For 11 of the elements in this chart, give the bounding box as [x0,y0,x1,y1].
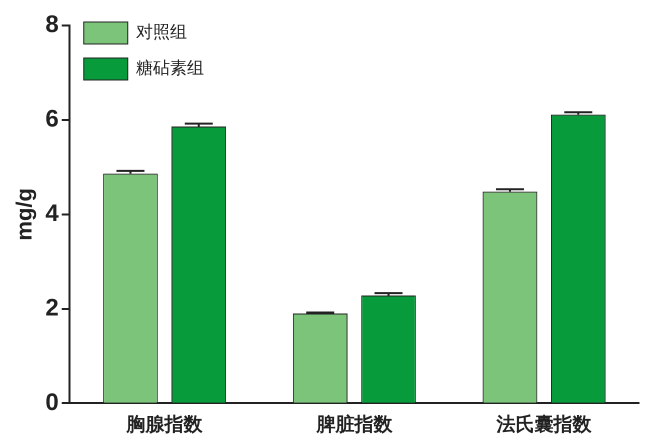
legend-label: 对照组 [136,22,188,42]
x-tick-label: 法氏囊指数 [496,414,593,436]
y-tick-label: 6 [45,105,59,132]
x-tick-label: 脾脏指数 [315,414,394,436]
y-tick-label: 0 [45,388,59,416]
legend-label: 糖砧素组 [136,58,204,78]
x-tick-label: 胸腺指数 [126,414,204,436]
y-axis-title: mg/g [11,188,36,241]
y-tick-label: 8 [45,11,59,38]
y-tick-label: 4 [45,200,60,227]
y-tick-label: 2 [45,294,59,322]
